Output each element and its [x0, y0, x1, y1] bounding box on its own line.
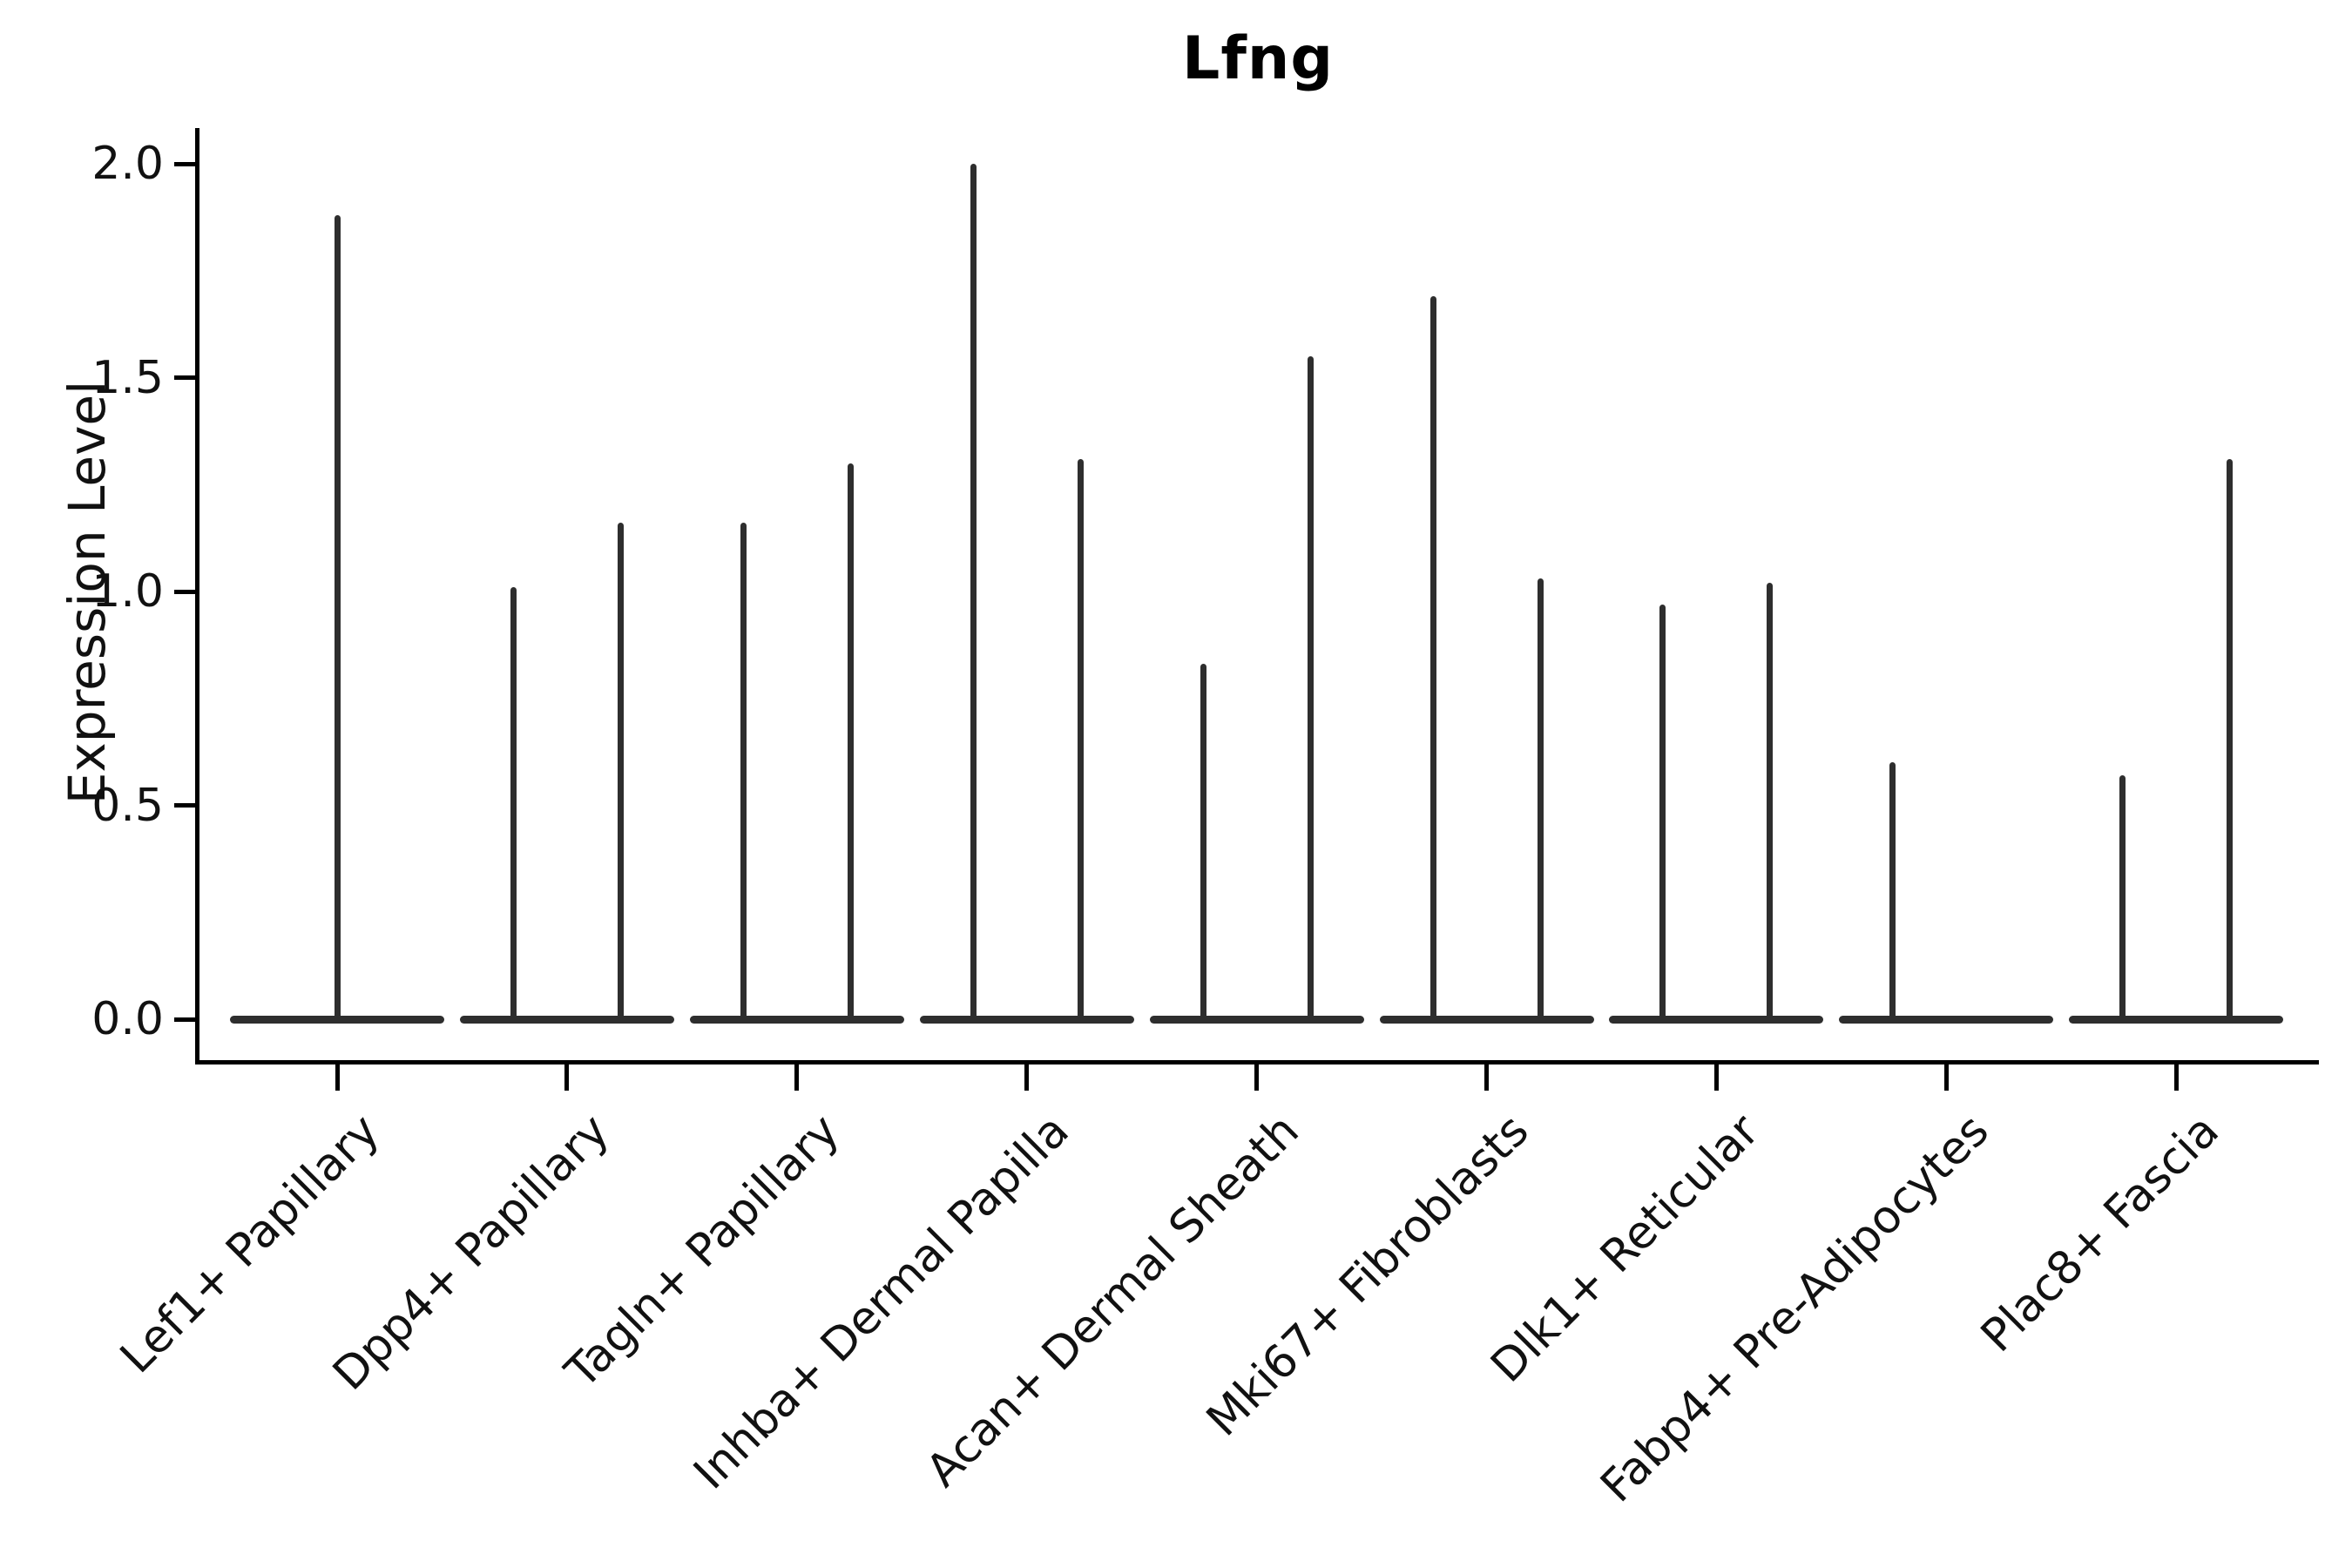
violin-base	[1379, 1015, 1594, 1024]
x-tick-mark	[1254, 1064, 1260, 1091]
x-tick-mark	[335, 1064, 340, 1091]
x-tick-mark	[2173, 1064, 2179, 1091]
x-axis-spine	[195, 1060, 2319, 1064]
violin-base	[459, 1015, 674, 1024]
y-tick-mark	[174, 1017, 197, 1022]
x-tick-label: Acan+ Dermal Sheath	[916, 1105, 1310, 1497]
violin-base	[1839, 1015, 2054, 1024]
violin-spike	[1307, 355, 1314, 1021]
violin-spike	[1659, 604, 1666, 1021]
y-tick-mark	[174, 161, 197, 166]
y-tick-label: 0.5	[91, 779, 164, 832]
plot-title: Lfng	[1182, 24, 1334, 93]
x-tick-mark	[1943, 1064, 1949, 1091]
y-tick-mark	[174, 375, 197, 380]
y-tick-mark	[174, 589, 197, 594]
violin-base	[689, 1015, 904, 1024]
x-tick-mark	[1484, 1064, 1489, 1091]
y-tick-label: 1.5	[91, 351, 164, 404]
violin-base	[2069, 1015, 2284, 1024]
violin-spike	[334, 214, 341, 1021]
violin-spike	[1889, 762, 1896, 1021]
x-tick-mark	[1024, 1064, 1030, 1091]
x-tick-label: Plac8+ Fascia	[1970, 1105, 2229, 1362]
violin-base	[1149, 1015, 1364, 1024]
x-tick-label: Fabp4+ Pre-Adipocytes	[1591, 1105, 1999, 1513]
violin-spike	[847, 463, 854, 1021]
violin-spike	[1767, 583, 1774, 1021]
y-tick-label: 1.0	[91, 565, 164, 618]
y-tick-mark	[174, 803, 197, 808]
violin-spike	[1077, 458, 1084, 1021]
violin-spike	[2119, 775, 2126, 1021]
violin-spike	[2227, 458, 2234, 1021]
violin-spike	[740, 523, 747, 1021]
violin-spike	[510, 587, 517, 1021]
violin-spike	[1200, 664, 1206, 1021]
x-tick-mark	[1713, 1064, 1719, 1091]
x-tick-mark	[794, 1064, 800, 1091]
y-tick-label: 0.0	[91, 993, 164, 1045]
violin-spike	[1429, 296, 1436, 1021]
violin-spike	[1537, 578, 1544, 1021]
violin-base	[1609, 1015, 1824, 1024]
y-tick-label: 2.0	[91, 138, 164, 190]
x-tick-label: Inhba+ Dermal Papilla	[684, 1105, 1080, 1500]
violin-base	[919, 1015, 1134, 1024]
violin-spike	[970, 164, 977, 1021]
y-axis-spine	[195, 128, 199, 1064]
x-tick-mark	[564, 1064, 570, 1091]
violin-spike	[617, 523, 624, 1021]
